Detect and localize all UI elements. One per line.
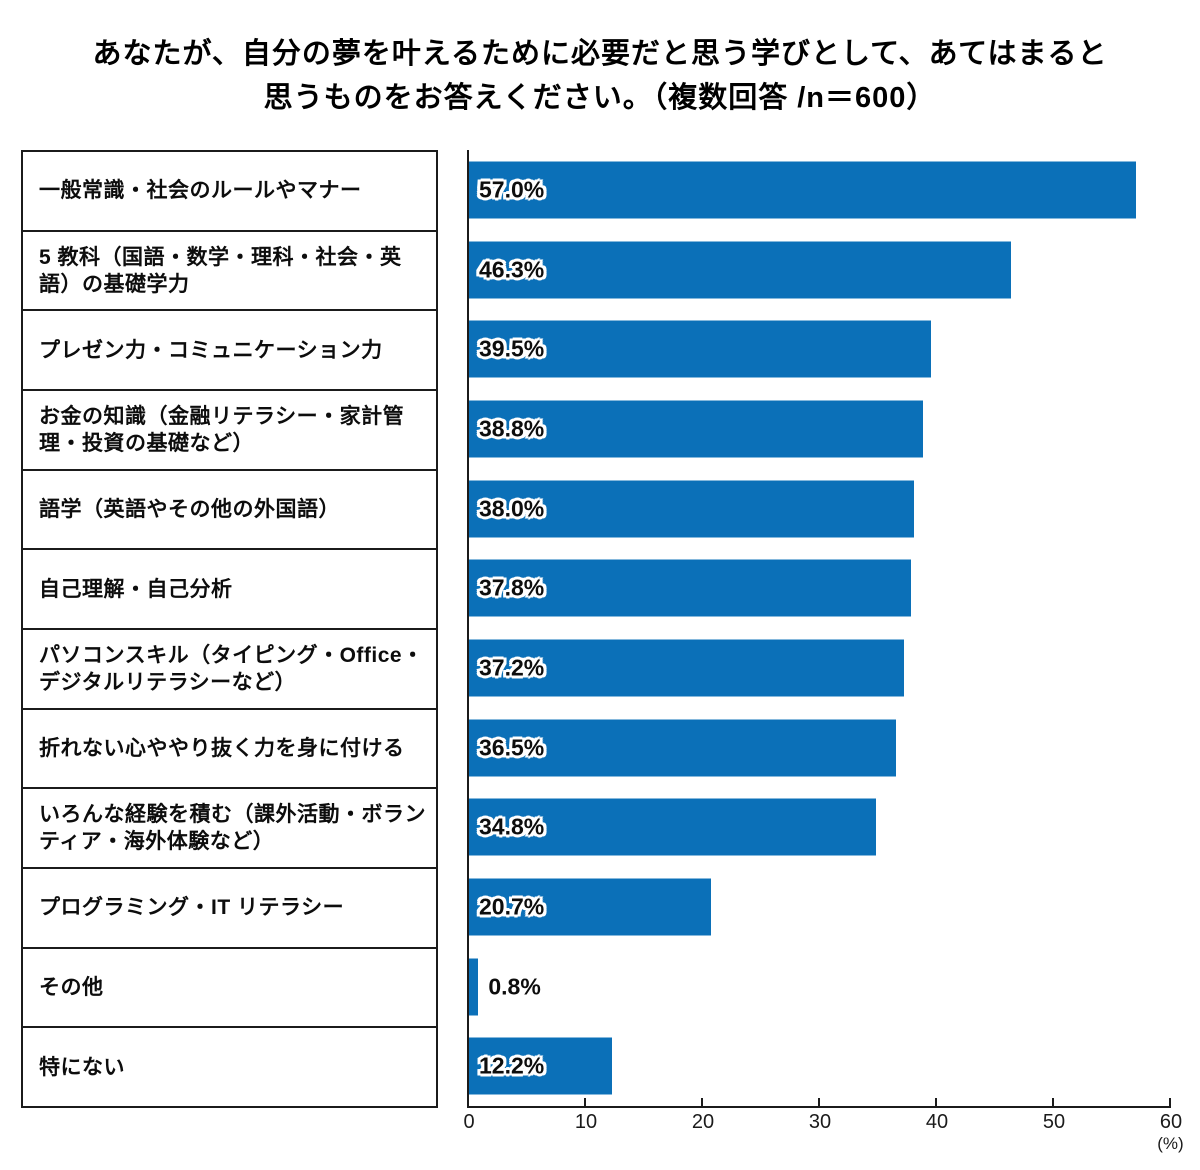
category-label: 自己理解・自己分析 xyxy=(39,577,233,601)
bar xyxy=(469,480,914,538)
x-axis-tick xyxy=(934,1098,937,1106)
category-label: パソコンスキル（タイピング・Office・デジタルリテラシーなど） xyxy=(39,643,424,694)
category-row: 一般常識・社会のルールやマナー xyxy=(23,152,436,232)
bar-value-label: 38.0% xyxy=(479,495,545,522)
category-label: いろんな経験を積む（課外活動・ボランティア・海外体験など） xyxy=(39,803,426,854)
bar-row: 38.8% xyxy=(469,389,1171,469)
category-row: 特にない xyxy=(23,1028,436,1106)
bar-value-label: 0.8% xyxy=(488,973,541,1000)
bar-value-label: 39.5% xyxy=(479,335,545,362)
x-tick-label: 40 xyxy=(925,1111,949,1133)
category-row: 折れない心ややり抜く力を身に付ける xyxy=(23,710,436,790)
category-row: 5 教科（国語・数学・理科・社会・英語）の基礎学力 xyxy=(23,232,436,312)
x-axis: 0 10 20 30 40 50 60 (%) xyxy=(463,1106,1183,1166)
plot-area: 57.0% 46.3% 39.5% 38.8% 38.0% 37.8% 37.2% 36.5%… xyxy=(463,150,1184,1153)
x-axis-tick xyxy=(1169,1098,1171,1106)
bar-value-label: 38.8% xyxy=(479,415,545,442)
bar-row: 39.5% xyxy=(469,309,1171,389)
bar-row: 46.3% xyxy=(469,230,1171,310)
category-label: その他 xyxy=(39,976,104,1000)
bar-row: 12.2% xyxy=(469,1026,1171,1106)
bar-row: 37.8% xyxy=(469,548,1171,628)
category-row: その他 xyxy=(23,949,436,1029)
chart-title-line2: 思うものをお答えください。（複数回答 /n＝600） xyxy=(263,82,937,114)
chart-title-line1: あなたが、自分の夢を叶えるために必要だと思う学びとして、あてはまると xyxy=(92,38,1108,70)
bar xyxy=(469,639,905,697)
bar-value-label: 36.5% xyxy=(479,734,545,761)
x-axis-tick xyxy=(700,1098,703,1106)
bar-series: 57.0% 46.3% 39.5% 38.8% 38.0% 37.8% 37.2% 36.5%… xyxy=(469,150,1171,1106)
bar-row: 37.2% xyxy=(469,628,1171,708)
bar-value-label: 37.8% xyxy=(479,574,545,601)
category-row: 自己理解・自己分析 xyxy=(23,550,436,631)
bar-row: 36.5% xyxy=(469,708,1171,788)
bar-value-label: 37.2% xyxy=(479,654,545,681)
x-axis-tick xyxy=(818,1098,820,1106)
x-axis-tick xyxy=(1052,1098,1054,1106)
bar-row: 34.8% xyxy=(469,787,1171,867)
bar xyxy=(469,958,479,1016)
category-row: お金の知識（金融リテラシー・家計管理・投資の基礎など） xyxy=(23,391,436,471)
bar xyxy=(469,161,1136,219)
bar-row: 0.8% xyxy=(469,947,1171,1027)
category-row: パソコンスキル（タイピング・Office・デジタルリテラシーなど） xyxy=(23,630,436,710)
bar xyxy=(469,1037,612,1095)
bar-value-label: 34.8% xyxy=(479,813,545,840)
x-tick-label: 20 xyxy=(691,1111,715,1133)
chart-title: あなたが、自分の夢を叶えるために必要だと思う学びとして、あてはまると 思うものを… xyxy=(0,32,1200,120)
bar xyxy=(469,559,912,617)
category-label: お金の知識（金融リテラシー・家計管理・投資の基礎など） xyxy=(39,404,405,455)
category-label: プレゼン力・コミュニケーション力 xyxy=(39,338,383,362)
bar-row: 20.7% xyxy=(469,867,1171,947)
category-label: 語学（英語やその他の外国語） xyxy=(39,498,340,522)
category-label: 折れない心ややり抜く力を身に付ける xyxy=(39,737,405,761)
x-tick-label: 30 xyxy=(808,1111,832,1133)
bar xyxy=(469,798,877,856)
bar-row: 38.0% xyxy=(469,469,1171,549)
bar-value-label: 20.7% xyxy=(479,893,545,920)
category-label: 一般常識・社会のルールやマナー xyxy=(39,179,362,203)
category-row: プレゼン力・コミュニケーション力 xyxy=(23,311,436,392)
x-axis-unit-label: (%) xyxy=(1157,1134,1184,1153)
bar xyxy=(469,241,1011,298)
bar-value-label: 46.3% xyxy=(479,256,545,282)
x-axis-tick xyxy=(583,1098,586,1106)
category-row: プログラミング・IT リテラシー xyxy=(23,869,436,949)
bar-value-label: 12.2% xyxy=(479,1052,545,1079)
bar xyxy=(469,878,712,936)
bar-value-label: 57.0% xyxy=(479,176,545,203)
bar xyxy=(469,320,932,378)
bar xyxy=(469,400,923,458)
category-label: プログラミング・IT リテラシー xyxy=(39,896,345,920)
bar-row: 57.0% xyxy=(469,150,1171,230)
x-tick-label: 0 xyxy=(463,1111,475,1133)
category-label: 特にない xyxy=(39,1055,125,1079)
bar xyxy=(469,719,897,777)
category-row: 語学（英語やその他の外国語） xyxy=(23,471,436,551)
category-row: いろんな経験を積む（課外活動・ボランティア・海外体験など） xyxy=(23,789,436,870)
category-label: 5 教科（国語・数学・理科・社会・英語）の基礎学力 xyxy=(39,245,402,296)
x-tick-label: 60 xyxy=(1159,1111,1183,1133)
x-tick-label: 50 xyxy=(1042,1111,1066,1133)
x-tick-label: 10 xyxy=(574,1111,598,1133)
category-table: 一般常識・社会のルールやマナー 5 教科（国語・数学・理科・社会・英語）の基礎学力… xyxy=(21,150,438,1108)
